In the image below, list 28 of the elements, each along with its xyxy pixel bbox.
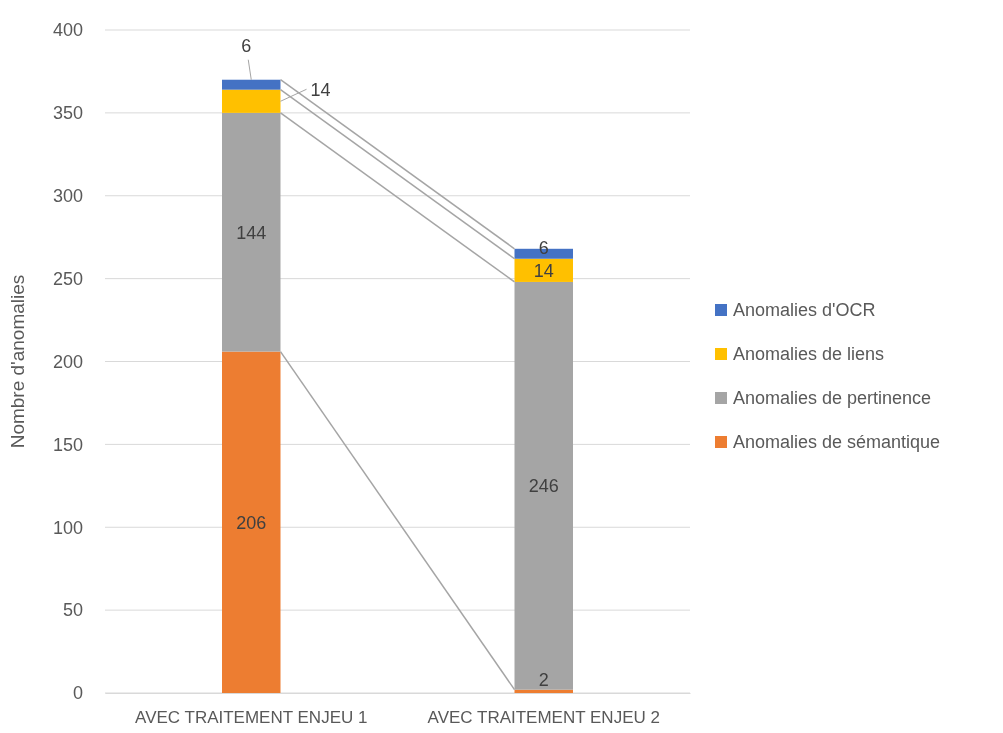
data-label: 6	[241, 35, 252, 56]
y-tick-label: 0	[72, 683, 83, 704]
y-tick-label: 50	[62, 600, 83, 621]
y-tick-label: 150	[52, 434, 83, 455]
bar	[514, 689, 573, 693]
data-label: 2	[538, 669, 549, 690]
y-tick-label: 250	[52, 268, 83, 289]
x-tick-label: AVEC TRAITEMENT ENJEU 1	[135, 708, 368, 728]
legend-label: Anomalies de liens	[733, 344, 885, 365]
data-label: 14	[533, 260, 554, 281]
bar	[222, 79, 281, 90]
bar	[222, 351, 281, 693]
y-tick-label: 200	[52, 351, 83, 372]
y-axis-title: Nombre d'anomalies	[7, 274, 28, 449]
bar	[222, 89, 281, 113]
y-tick-label: 400	[52, 20, 83, 41]
legend-label: Anomalies de pertinence	[733, 388, 932, 409]
y-tick-label: 350	[52, 103, 83, 124]
y-tick-label: 300	[52, 186, 83, 207]
data-label: 144	[236, 222, 267, 243]
legend-label: Anomalies de sémantique	[733, 432, 941, 453]
data-label: 206	[236, 512, 267, 533]
data-label: 14	[310, 79, 331, 100]
x-tick-label: AVEC TRAITEMENT ENJEU 2	[427, 708, 660, 728]
bar	[514, 258, 573, 282]
data-label: 246	[528, 476, 559, 497]
y-tick-label: 100	[52, 517, 83, 538]
legend-label: Anomalies d'OCR	[733, 300, 876, 321]
